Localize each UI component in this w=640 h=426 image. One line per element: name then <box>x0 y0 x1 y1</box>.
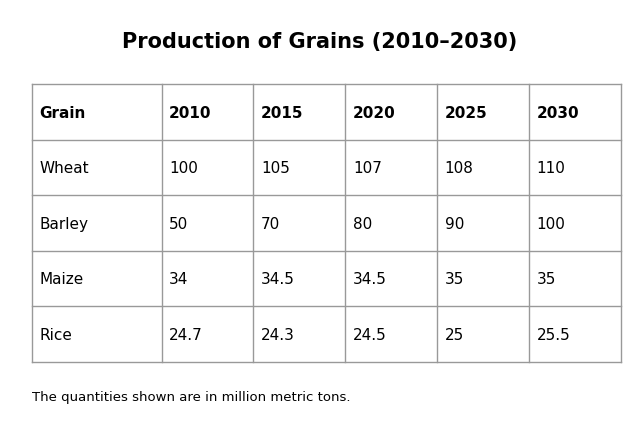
Text: Maize: Maize <box>40 271 84 287</box>
Text: 90: 90 <box>445 216 464 231</box>
Text: 108: 108 <box>445 161 474 176</box>
Text: 100: 100 <box>536 216 566 231</box>
Text: 2025: 2025 <box>445 105 488 121</box>
Text: 80: 80 <box>353 216 372 231</box>
Text: 34: 34 <box>169 271 189 287</box>
Text: 107: 107 <box>353 161 382 176</box>
Text: 35: 35 <box>445 271 464 287</box>
Text: 34.5: 34.5 <box>353 271 387 287</box>
Text: 100: 100 <box>169 161 198 176</box>
Text: Barley: Barley <box>40 216 89 231</box>
Text: 24.5: 24.5 <box>353 327 387 342</box>
Text: 24.7: 24.7 <box>169 327 203 342</box>
Text: 110: 110 <box>536 161 566 176</box>
Text: 2030: 2030 <box>536 105 579 121</box>
Text: 50: 50 <box>169 216 188 231</box>
Text: 34.5: 34.5 <box>261 271 295 287</box>
Text: The quantities shown are in million metric tons.: The quantities shown are in million metr… <box>32 390 351 403</box>
Text: 35: 35 <box>536 271 556 287</box>
Text: 25.5: 25.5 <box>536 327 570 342</box>
Text: Wheat: Wheat <box>40 161 90 176</box>
Text: 24.3: 24.3 <box>261 327 295 342</box>
Text: 2020: 2020 <box>353 105 396 121</box>
Text: 70: 70 <box>261 216 280 231</box>
Text: 2015: 2015 <box>261 105 303 121</box>
Text: 25: 25 <box>445 327 464 342</box>
Text: Production of Grains (2010–2030): Production of Grains (2010–2030) <box>122 32 518 52</box>
Text: Grain: Grain <box>40 105 86 121</box>
Text: Rice: Rice <box>40 327 72 342</box>
Text: 105: 105 <box>261 161 290 176</box>
Text: 2010: 2010 <box>169 105 212 121</box>
